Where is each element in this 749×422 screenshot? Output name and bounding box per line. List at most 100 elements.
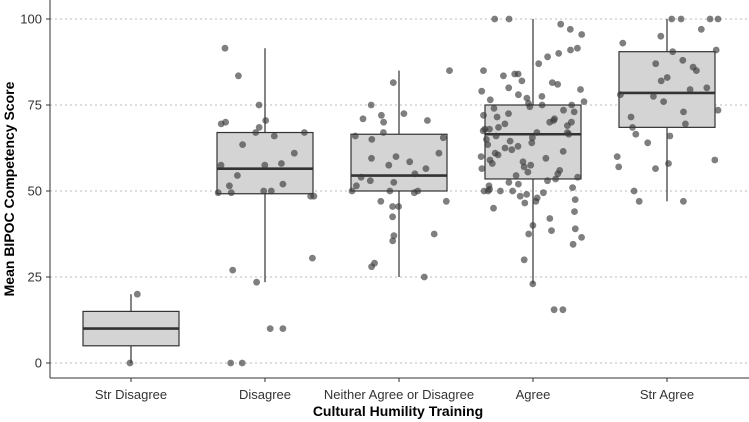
data-point: [580, 98, 588, 105]
data-point: [565, 130, 573, 138]
x-tick-label: Neither Agree or Disagree: [324, 387, 474, 402]
jitter-points: [126, 15, 722, 367]
y-tick-label: 50: [28, 184, 42, 199]
data-point: [490, 105, 498, 112]
x-axis-title: Cultural Humility Training: [313, 403, 483, 419]
x-tick-label: Str Disagree: [95, 387, 167, 402]
data-point: [278, 160, 285, 167]
data-point: [574, 44, 581, 52]
data-point: [617, 91, 624, 99]
data-point: [217, 161, 225, 169]
data-point: [560, 106, 567, 114]
data-point: [505, 15, 513, 23]
data-point: [406, 158, 414, 166]
data-point: [377, 197, 385, 205]
data-point: [380, 118, 387, 126]
data-point: [252, 129, 260, 136]
data-point: [663, 74, 671, 81]
data-point: [386, 187, 394, 195]
data-point: [533, 129, 541, 136]
data-point: [261, 161, 269, 169]
data-point: [571, 196, 579, 204]
data-point: [512, 172, 520, 179]
data-point: [669, 48, 677, 56]
data-point: [380, 129, 387, 136]
data-point: [500, 72, 507, 80]
data-point: [680, 197, 687, 205]
data-point: [390, 179, 398, 186]
data-point: [480, 67, 487, 74]
data-point: [528, 139, 536, 147]
data-point: [569, 184, 576, 192]
x-tick-label: Str Agree: [640, 387, 694, 402]
x-ticks: Str Disagree Disagree Neither Agree or Dis…: [95, 378, 694, 402]
data-point: [501, 144, 509, 152]
data-point: [494, 151, 502, 159]
data-point: [523, 94, 531, 102]
data-point: [567, 46, 574, 54]
data-point: [548, 79, 556, 86]
data-point: [442, 197, 450, 205]
data-point: [505, 84, 513, 92]
data-point: [492, 132, 500, 140]
data-point: [477, 153, 485, 161]
data-point: [229, 266, 237, 274]
data-point: [546, 118, 554, 126]
data-point: [555, 50, 563, 57]
data-point: [390, 232, 398, 240]
data-point: [540, 189, 547, 197]
data-point: [490, 204, 497, 212]
data-point: [635, 197, 643, 205]
data-point: [564, 122, 571, 129]
data-point: [227, 189, 235, 197]
data-point: [630, 187, 638, 195]
data-point: [538, 93, 546, 100]
data-point: [706, 15, 714, 23]
data-point: [665, 160, 672, 167]
data-point: [644, 139, 652, 147]
data-point: [234, 172, 241, 179]
data-point: [632, 130, 640, 138]
box-str-agree: [618, 51, 716, 128]
data-point: [392, 153, 400, 161]
data-point: [657, 32, 665, 40]
data-point: [557, 20, 565, 28]
data-point: [680, 108, 687, 116]
data-point: [569, 240, 577, 248]
data-point: [571, 225, 579, 233]
data-point: [221, 44, 229, 52]
data-point: [693, 67, 700, 74]
data-point: [483, 136, 490, 143]
data-point: [410, 189, 418, 197]
data-point: [309, 254, 316, 262]
data-point: [497, 187, 504, 195]
data-point: [544, 177, 551, 185]
data-point: [301, 129, 308, 136]
data-point: [238, 359, 246, 367]
data-point: [526, 103, 534, 111]
data-point: [668, 15, 676, 23]
data-point: [577, 86, 584, 93]
data-point: [505, 110, 512, 117]
x-tick-label: Disagree: [239, 387, 291, 402]
data-point: [486, 96, 494, 104]
data-point: [518, 77, 526, 85]
data-point: [267, 187, 275, 195]
data-point: [400, 110, 408, 117]
data-point: [529, 280, 537, 288]
data-point: [439, 134, 447, 142]
data-point: [520, 256, 528, 264]
data-point: [613, 153, 621, 161]
x-tick-label: Agree: [516, 387, 551, 402]
data-point: [368, 154, 375, 162]
data-point: [389, 203, 396, 210]
data-point: [435, 149, 443, 157]
data-point: [479, 127, 487, 135]
box-neither-agree-or-disagree: [350, 133, 448, 192]
boxes: [82, 51, 716, 347]
data-point: [629, 124, 636, 131]
data-point: [712, 46, 720, 54]
data-point: [529, 134, 536, 142]
data-point: [574, 173, 582, 181]
data-point: [253, 278, 260, 286]
